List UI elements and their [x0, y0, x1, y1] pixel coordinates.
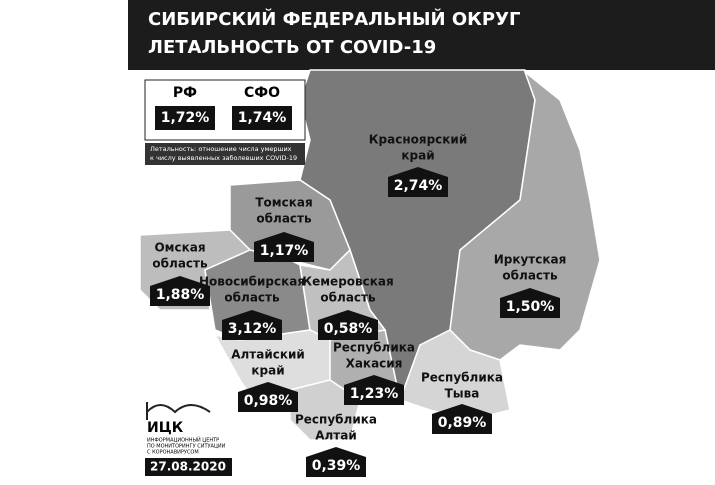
logo: ИЦК ИНФОРМАЦИОННЫЙ ЦЕНТР ПО МОНИТОРИНГУ … [145, 402, 232, 476]
region-name: Республика [295, 413, 377, 427]
value-badge [150, 276, 210, 306]
region-value: 1,17% [260, 243, 309, 259]
region-value: 0,58% [324, 321, 373, 337]
region-name: область [502, 269, 558, 283]
logo-mark [146, 402, 211, 420]
value-badge [254, 232, 314, 262]
logo-line1: ИНФОРМАЦИОННЫЙ ЦЕНТР [147, 437, 219, 444]
logo-line3: С КОРОНАВИРУСОМ [147, 450, 199, 456]
sfo-badge [232, 106, 292, 130]
region-name: область [256, 212, 312, 226]
value-badge [238, 382, 298, 412]
rf-value: 1,72% [161, 110, 210, 126]
date: 27.08.2020 [150, 460, 226, 474]
region-name: Томская [255, 196, 312, 210]
note-box [145, 143, 305, 165]
region-name: Республика [333, 341, 415, 355]
region-name: Омская [154, 241, 205, 255]
map [139, 69, 601, 441]
summary: РФ СФО 1,72% 1,74% Летальность: отношени… [144, 79, 306, 165]
region-value: 0,39% [312, 458, 361, 474]
value-badge [306, 447, 366, 477]
note-line2: к числу выявленных заболевших COVID-19 [150, 154, 297, 162]
region-name: Хакасия [346, 357, 403, 371]
region-irkutsk [449, 69, 601, 361]
value-badge [318, 310, 378, 340]
value-badge [222, 310, 282, 340]
header-bar [128, 0, 715, 70]
note-line1: Летальность: отношение числа умерших [150, 145, 292, 153]
region-name: Красноярский [369, 133, 468, 147]
value-badge [432, 404, 492, 434]
region-value: 0,98% [244, 393, 293, 409]
region-name: Кемеровская [302, 275, 393, 289]
sfo-value: 1,74% [238, 110, 287, 126]
logo-abbr: ИЦК [147, 420, 184, 436]
region-name: Новосибирская [199, 275, 305, 289]
region-value: 1,23% [350, 386, 399, 402]
region-name: Тыва [445, 387, 480, 401]
region-name: Алтайский [231, 348, 305, 362]
region-value: 3,12% [228, 321, 277, 337]
region-name: Республика [421, 371, 503, 385]
region-name: край [401, 149, 434, 163]
region-name: Алтай [315, 429, 357, 443]
logo-line2: ПО МОНИТОРИНГУ СИТУАЦИИ [147, 444, 226, 450]
value-badge [500, 288, 560, 318]
region-value: 1,88% [156, 287, 205, 303]
date-badge [145, 458, 232, 476]
title-line1: СИБИРСКИЙ ФЕДЕРАЛЬНЫЙ ОКРУГ [148, 8, 520, 30]
region-name: область [224, 291, 280, 305]
value-badge [388, 167, 448, 197]
region-labels: Красноярский край 2,74% Иркутская область 1,5… [150, 133, 567, 477]
region-value: 2,74% [394, 178, 443, 194]
region-value: 1,50% [506, 299, 555, 315]
region-altai-rep [289, 379, 361, 441]
title-line2: ЛЕТАЛЬНОСТЬ ОТ COVID-19 [148, 37, 436, 58]
rf-label: РФ [173, 85, 197, 101]
sfo-label: СФО [244, 85, 280, 101]
value-badge [344, 375, 404, 405]
region-name: область [152, 257, 208, 271]
region-name: область [320, 291, 376, 305]
region-name: Иркутская [494, 253, 567, 267]
region-name: край [251, 364, 284, 378]
rf-badge [155, 106, 215, 130]
region-value: 0,89% [438, 415, 487, 431]
